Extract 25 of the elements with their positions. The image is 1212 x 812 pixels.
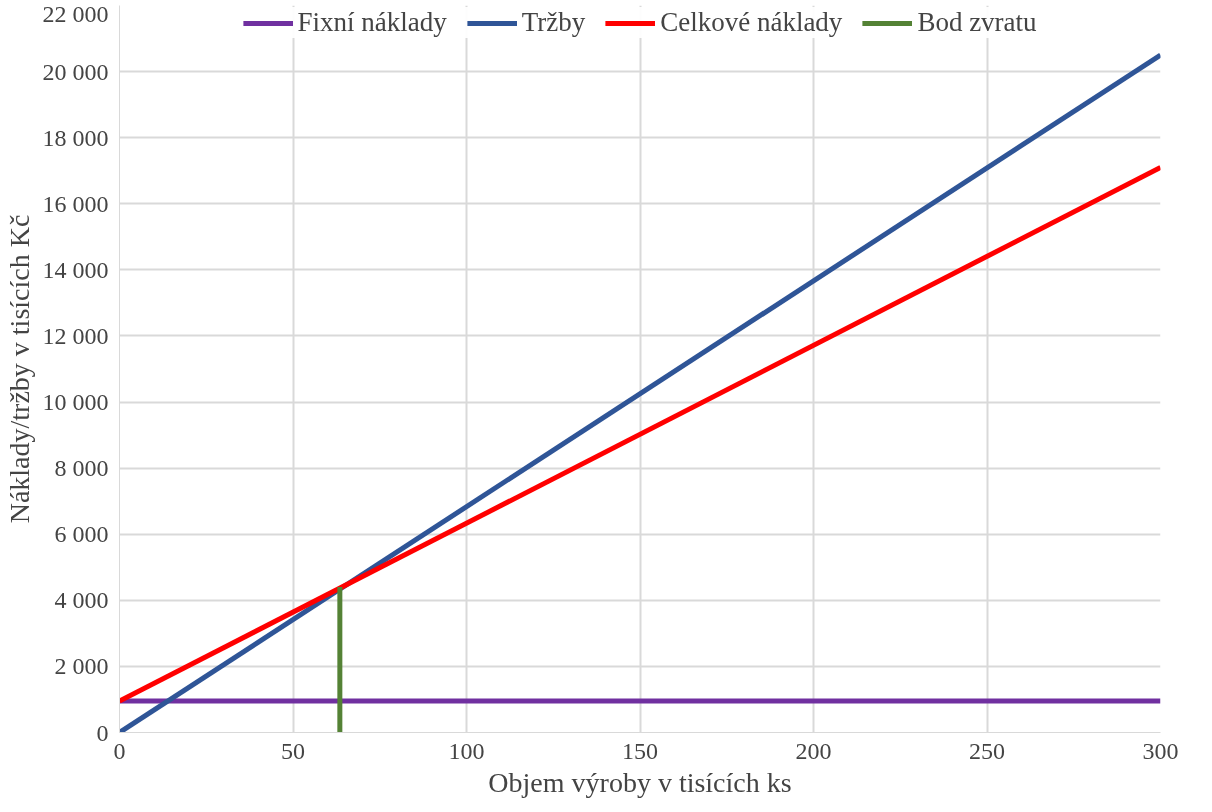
y-tick-label: 6 000 [54, 521, 109, 548]
x-tick-label: 250 [969, 737, 1005, 764]
x-tick-label: 200 [795, 737, 832, 764]
x-tick-label: 150 [622, 737, 658, 764]
y-axis-title: Náklady/tržby v tisících Kč [3, 214, 35, 524]
x-tick-label: 100 [448, 737, 485, 764]
y-tick-label: 0 [96, 719, 109, 746]
y-tick-label: 14 000 [42, 256, 109, 283]
x-axis-title: Objem výroby v tisících ks [488, 766, 792, 798]
y-tick-label: 8 000 [54, 455, 109, 482]
legend-label: Bod zvratu [917, 7, 1037, 38]
x-tick-label: 0 [113, 737, 126, 764]
y-tick-label: 10 000 [42, 389, 109, 416]
legend-label: Celkové náklady [660, 7, 843, 38]
y-tick-label: 4 000 [54, 587, 109, 614]
y-tick-label: 20 000 [42, 58, 109, 85]
y-tick-label: 22 000 [42, 0, 109, 27]
y-tick-label: 12 000 [42, 322, 109, 349]
x-tick-label: 300 [1142, 737, 1179, 764]
y-tick-label: 18 000 [42, 124, 109, 151]
y-tick-label: 2 000 [54, 653, 109, 680]
x-tick-label: 50 [281, 737, 305, 764]
legend-label: Fixní náklady [297, 7, 447, 38]
y-tick-label: 16 000 [42, 190, 109, 217]
legend-label: Tržby [521, 7, 586, 38]
